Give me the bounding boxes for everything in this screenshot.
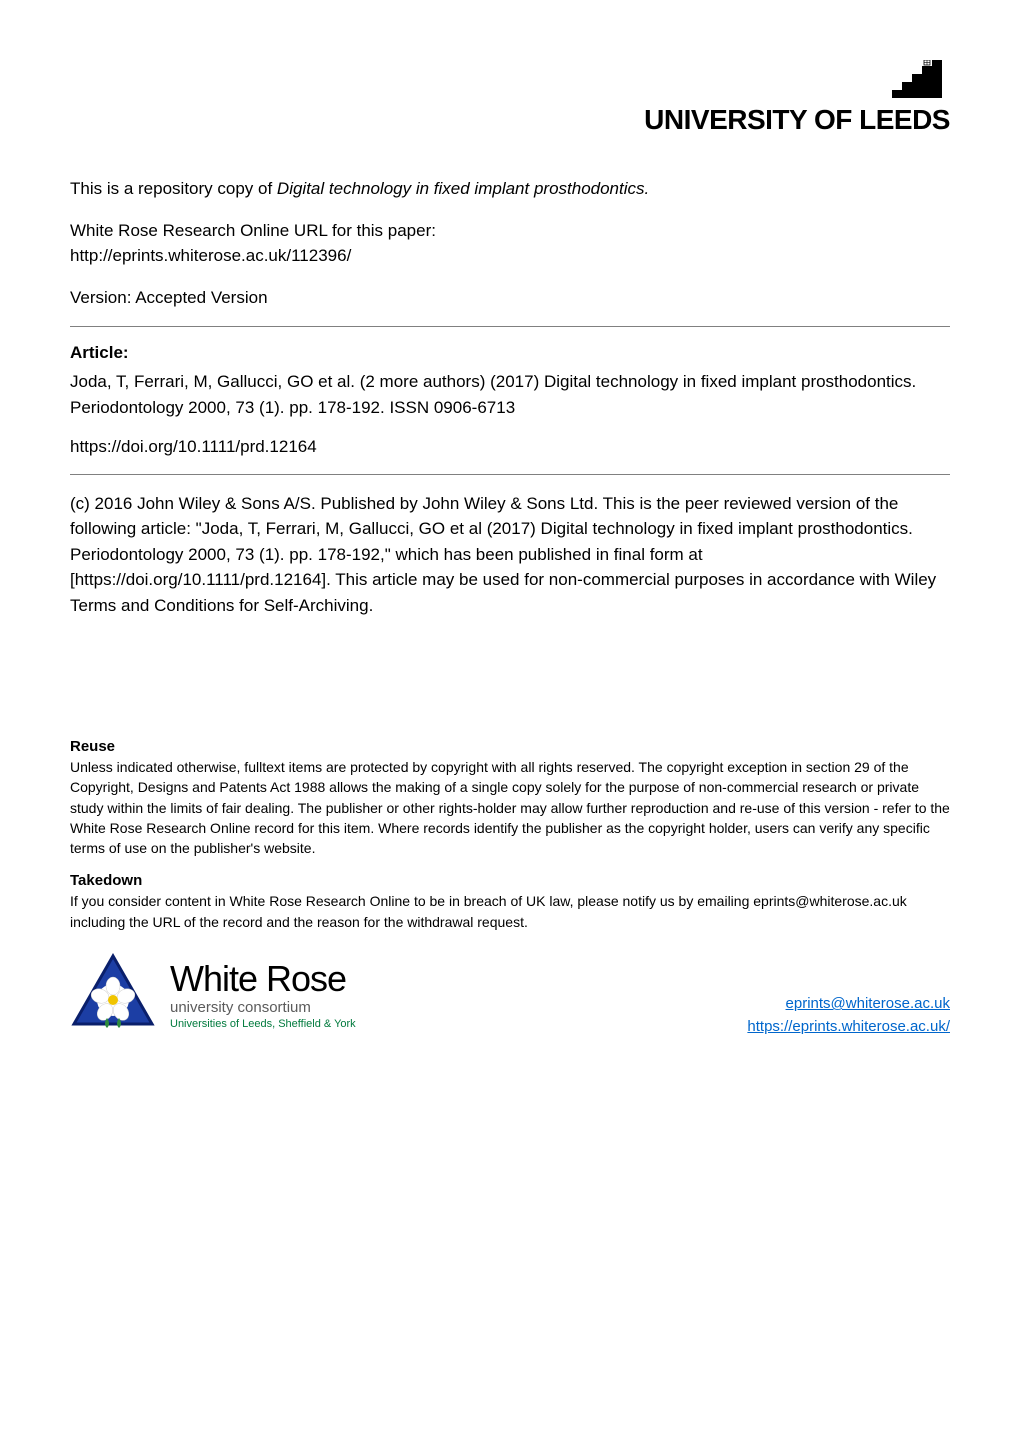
url-label-line: White Rose Research Online URL for this …: [70, 218, 950, 269]
header-logo-row: UNIVERSITY OF LEEDS: [70, 60, 950, 136]
article-heading: Article:: [70, 343, 950, 363]
reuse-heading: Reuse: [70, 738, 950, 755]
disclaimer-block: (c) 2016 John Wiley & Sons A/S. Publishe…: [70, 491, 950, 619]
logo-building-icon: [892, 60, 950, 98]
url-label: White Rose Research Online URL for this …: [70, 221, 436, 240]
footer-site-link[interactable]: https://eprints.whiterose.ac.uk/: [747, 1018, 950, 1035]
footer: White Rose university consortium Univers…: [70, 952, 950, 1038]
divider-1: [70, 326, 950, 327]
footer-subtitle: university consortium: [170, 999, 356, 1016]
spacer: [70, 618, 950, 738]
article-block: Article: Joda, T, Ferrari, M, Gallucci, …: [70, 343, 950, 460]
paper-url: http://eprints.whiterose.ac.uk/112396/: [70, 246, 351, 265]
university-logo: UNIVERSITY OF LEEDS: [644, 60, 950, 136]
page-container: UNIVERSITY OF LEEDS This is a repository…: [0, 0, 1020, 1068]
rose-badge-icon: [70, 952, 156, 1038]
article-citation: Joda, T, Ferrari, M, Gallucci, GO et al.…: [70, 369, 950, 420]
logo-text: UNIVERSITY OF LEEDS: [644, 104, 950, 136]
footer-text-block: White Rose university consortium Univers…: [170, 961, 356, 1030]
footer-email-link[interactable]: eprints@whiterose.ac.uk: [786, 995, 950, 1012]
repo-title-line: This is a repository copy of Digital tec…: [70, 176, 950, 202]
takedown-text: If you consider content in White Rose Re…: [70, 891, 950, 932]
footer-tagline: Universities of Leeds, Sheffield & York: [170, 1018, 356, 1030]
repo-title-suffix: .: [645, 179, 650, 198]
paper-title: Digital technology in fixed implant pros…: [277, 179, 645, 198]
footer-logo: White Rose university consortium Univers…: [70, 952, 356, 1038]
takedown-heading: Takedown: [70, 872, 950, 889]
footer-title: White Rose: [170, 961, 356, 997]
takedown-block: Takedown If you consider content in Whit…: [70, 872, 950, 932]
repo-title-prefix: This is a repository copy of: [70, 179, 277, 198]
article-doi: https://doi.org/10.1111/prd.12164: [70, 434, 950, 460]
reuse-block: Reuse Unless indicated otherwise, fullte…: [70, 738, 950, 858]
version-line: Version: Accepted Version: [70, 285, 950, 311]
footer-links: eprints@whiterose.ac.uk https://eprints.…: [747, 993, 950, 1038]
divider-2: [70, 474, 950, 475]
disclaimer-text: (c) 2016 John Wiley & Sons A/S. Publishe…: [70, 491, 950, 619]
intro-block: This is a repository copy of Digital tec…: [70, 176, 950, 310]
reuse-text: Unless indicated otherwise, fulltext ite…: [70, 757, 950, 858]
